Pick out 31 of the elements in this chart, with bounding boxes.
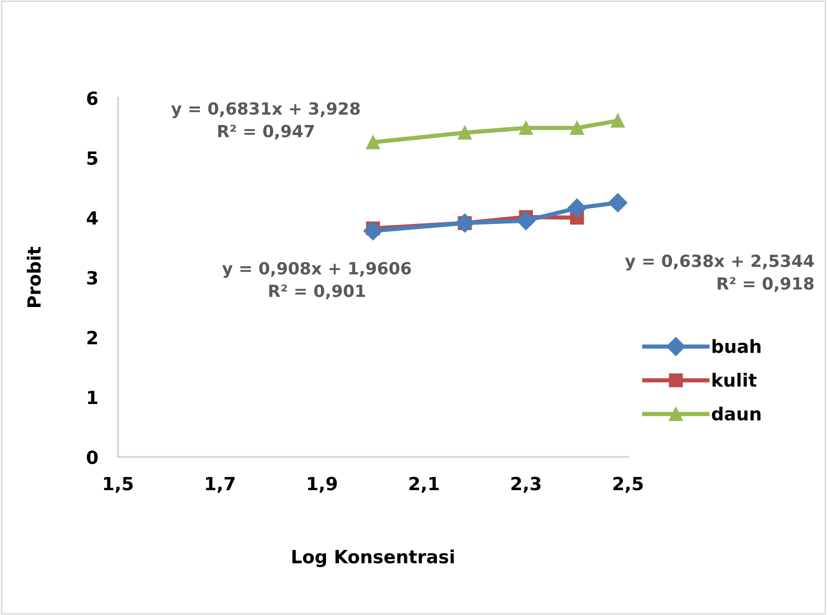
legend-label: daun — [712, 406, 760, 421]
point — [608, 193, 628, 212]
x-tick-label: 2,3 — [511, 476, 541, 493]
annotation: y = 0,638x + 2,5344 R² = 0,918 — [625, 254, 814, 292]
legend-label: kulit — [712, 372, 757, 387]
x-tick-label: 2,1 — [409, 476, 439, 493]
point — [366, 135, 380, 150]
y-tick-label: 2 — [87, 330, 97, 344]
point — [516, 211, 536, 230]
y-tick-label: 6 — [87, 91, 98, 106]
annotation: y = 0,908x + 1,9606 R² = 0,901 — [222, 262, 411, 300]
point — [570, 120, 584, 135]
y-tick-label: 1 — [88, 390, 98, 404]
point — [567, 198, 587, 218]
y-tick-label: 4 — [86, 211, 98, 225]
point — [610, 114, 625, 128]
y-tick-label: 0 — [86, 450, 98, 464]
annotation: y = 0,6831x + 3,928 R² = 0,947 — [171, 102, 360, 140]
x-axis-title: Log Konsentrasi — [292, 549, 454, 568]
point — [363, 221, 383, 240]
legend-label: buah — [712, 339, 760, 354]
point — [519, 120, 533, 135]
point — [458, 126, 472, 140]
x-tick-label: 2,5 — [613, 476, 643, 493]
x-tick-label: 1,5 — [104, 477, 133, 493]
y-tick-label: 5 — [87, 152, 98, 165]
x-tick-label: 1,9 — [308, 476, 337, 493]
x-tick-label: 1,7 — [206, 477, 235, 493]
point — [455, 214, 474, 233]
y-tick-label: 3 — [87, 270, 98, 285]
y-axis-title: Probit — [26, 246, 41, 307]
